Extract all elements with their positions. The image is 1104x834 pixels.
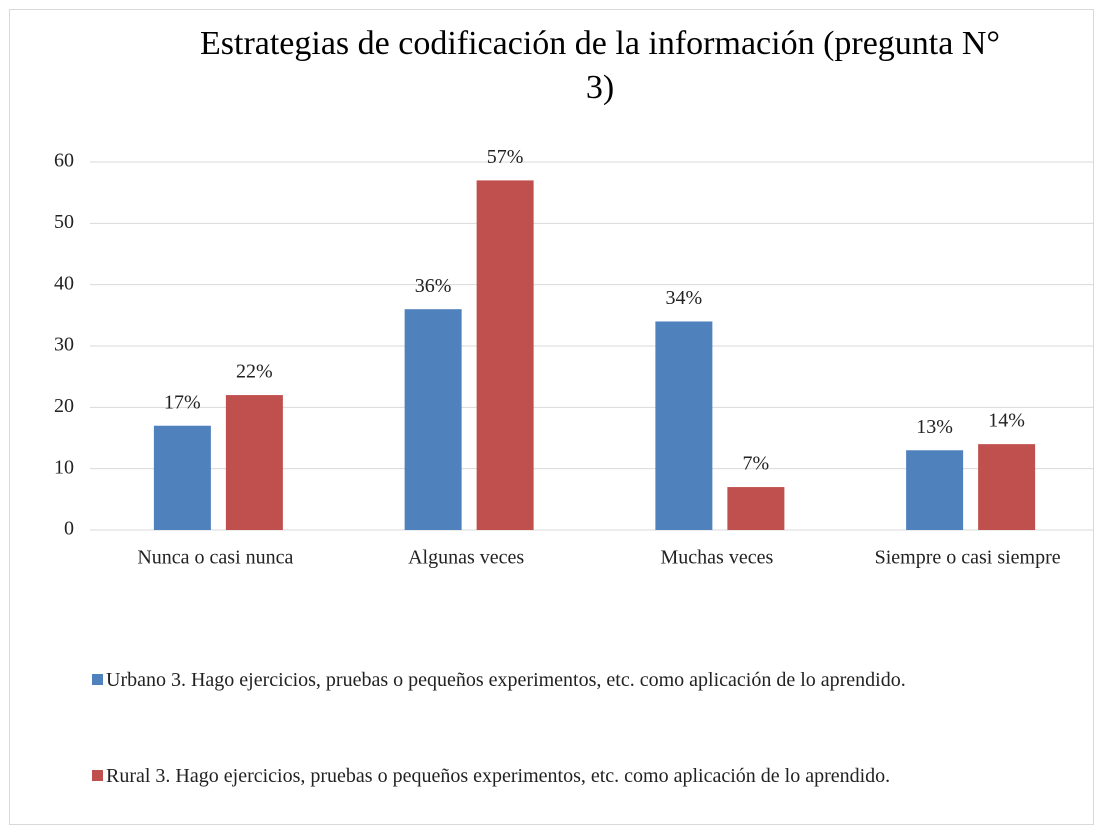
legend-swatch (92, 770, 103, 781)
bar (727, 487, 785, 530)
y-tick-label: 40 (54, 272, 74, 294)
data-label: 57% (487, 146, 524, 168)
x-tick-label: Siempre o casi siempre (875, 547, 1061, 569)
y-tick-label: 20 (54, 395, 74, 417)
legend-label: Urbano 3. Hago ejercicios, pruebas o peq… (106, 669, 906, 691)
chart-frame (9, 9, 1094, 825)
y-tick-label: 10 (54, 456, 74, 478)
data-label: 34% (666, 287, 703, 309)
y-tick-label: 60 (54, 150, 74, 172)
bar (404, 309, 462, 530)
x-tick-label: Nunca o casi nunca (137, 547, 293, 569)
bar (906, 450, 964, 530)
bar (476, 180, 534, 530)
y-tick-label: 0 (64, 518, 74, 540)
chart-title: Estrategias de codificación de la inform… (200, 25, 1000, 106)
bar (978, 444, 1036, 530)
bar (655, 321, 713, 530)
data-label: 17% (164, 391, 201, 413)
data-label: 14% (988, 410, 1025, 432)
bar (225, 395, 283, 530)
y-tick-label: 50 (54, 211, 74, 233)
legend-item: Urbano 3. Hago ejercicios, pruebas o peq… (92, 666, 1022, 694)
data-label: 13% (916, 416, 953, 438)
x-tick-label: Muchas veces (661, 547, 774, 569)
legend-swatch (92, 674, 103, 685)
x-tick-label: Algunas veces (408, 547, 524, 569)
y-tick-label: 30 (54, 334, 74, 356)
data-label: 22% (236, 361, 273, 383)
legend-item: Rural 3. Hago ejercicios, pruebas o pequ… (92, 762, 1022, 790)
legend-label: Rural 3. Hago ejercicios, pruebas o pequ… (106, 765, 891, 787)
bar (153, 425, 211, 530)
data-label: 7% (743, 453, 770, 475)
data-label: 36% (415, 275, 452, 297)
